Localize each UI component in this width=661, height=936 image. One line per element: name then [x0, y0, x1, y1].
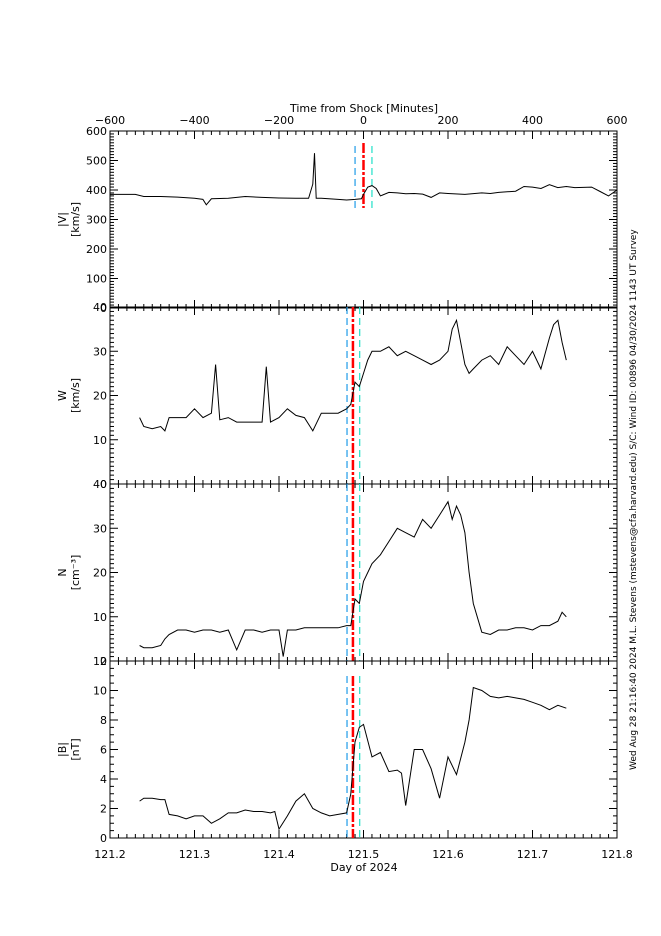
- y-tick-label: 10: [93, 434, 107, 447]
- y-tick-label: 6: [100, 744, 107, 757]
- data-series: [110, 153, 618, 206]
- bottom-tick-label: 121.8: [601, 848, 633, 861]
- y-tick-label: 30: [93, 345, 107, 358]
- y-axis-unit: [cm⁻³]: [69, 555, 82, 591]
- top-tick-label: 200: [438, 114, 459, 127]
- y-tick-label: 40: [93, 478, 107, 491]
- panel-frame: [109, 483, 618, 662]
- y-tick-label: 20: [93, 390, 107, 403]
- top-tick-label: 400: [522, 114, 543, 127]
- panel-1: 0 10 20 30 40 W [km/s]: [56, 301, 618, 491]
- bottom-tick-label: 121.7: [517, 848, 549, 861]
- panel-frame: [109, 306, 618, 485]
- y-tick-label: 10: [93, 685, 107, 698]
- bottom-axis-title: Day of 2024: [330, 861, 397, 874]
- top-tick-label: −600: [95, 114, 125, 127]
- y-axis-unit: [nT]: [69, 738, 82, 760]
- y-tick-label: 0: [100, 832, 107, 845]
- bottom-tick-label: 121.3: [179, 848, 211, 861]
- data-series: [139, 500, 567, 657]
- y-axis-label: |B|: [56, 742, 69, 757]
- y-axis-label: |V|: [56, 212, 69, 227]
- y-axis-label: N: [56, 568, 69, 576]
- y-tick-label: 0: [100, 655, 107, 668]
- bottom-tick-label: 121.2: [94, 848, 126, 861]
- panel-2: 0 10 20 30 40 N [cm⁻³]: [56, 478, 618, 668]
- y-tick-label: 200: [86, 243, 107, 256]
- y-tick-label: 8: [100, 714, 107, 727]
- panel-0: 0 100 200 300 400 500 600 |V| [km/s]: [56, 125, 618, 315]
- y-tick-label: 4: [100, 773, 107, 786]
- top-tick-label: −200: [264, 114, 294, 127]
- top-tick-label: 600: [607, 114, 628, 127]
- bottom-day-axis: 121.2 121.3 121.4 121.5 121.6 121.7 121.8: [94, 848, 633, 861]
- y-tick-label: 20: [93, 567, 107, 580]
- top-tick-label: 0: [360, 114, 367, 127]
- y-tick-label: 100: [86, 273, 107, 286]
- y-tick-label: 0: [100, 478, 107, 491]
- side-annotation: Wed Aug 28 21:16:40 2024 M.L. Stevens (m…: [629, 229, 639, 770]
- y-tick-label: 500: [86, 155, 107, 168]
- panel-frame: [109, 660, 618, 839]
- y-tick-label: 400: [86, 184, 107, 197]
- bottom-tick-label: 121.6: [432, 848, 464, 861]
- data-series: [139, 318, 567, 432]
- y-axis-label: W: [56, 390, 69, 401]
- y-tick-label: 10: [93, 611, 107, 624]
- y-tick-label: 12: [93, 655, 107, 668]
- y-tick-label: 2: [100, 803, 107, 816]
- panel-3: 0 2 4 6 8 10 12 |B| [nT]: [56, 655, 618, 845]
- data-series: [139, 686, 567, 831]
- top-time-axis: −600 −400 −200 0 200 400 600: [95, 114, 628, 127]
- y-tick-label: 0: [100, 302, 107, 315]
- y-axis-unit: [km/s]: [69, 202, 82, 237]
- y-axis-unit: [km/s]: [69, 378, 82, 413]
- bottom-tick-label: 121.5: [348, 848, 380, 861]
- top-axis-title: Time from Shock [Minutes]: [289, 102, 438, 115]
- y-tick-label: 300: [86, 214, 107, 227]
- top-tick-label: −400: [179, 114, 209, 127]
- bottom-tick-label: 121.4: [263, 848, 295, 861]
- y-tick-label: 600: [86, 125, 107, 138]
- y-tick-label: 30: [93, 522, 107, 535]
- y-tick-label: 40: [93, 301, 107, 314]
